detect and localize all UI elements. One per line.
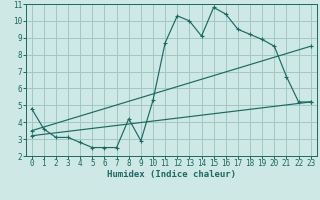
X-axis label: Humidex (Indice chaleur): Humidex (Indice chaleur) — [107, 170, 236, 179]
